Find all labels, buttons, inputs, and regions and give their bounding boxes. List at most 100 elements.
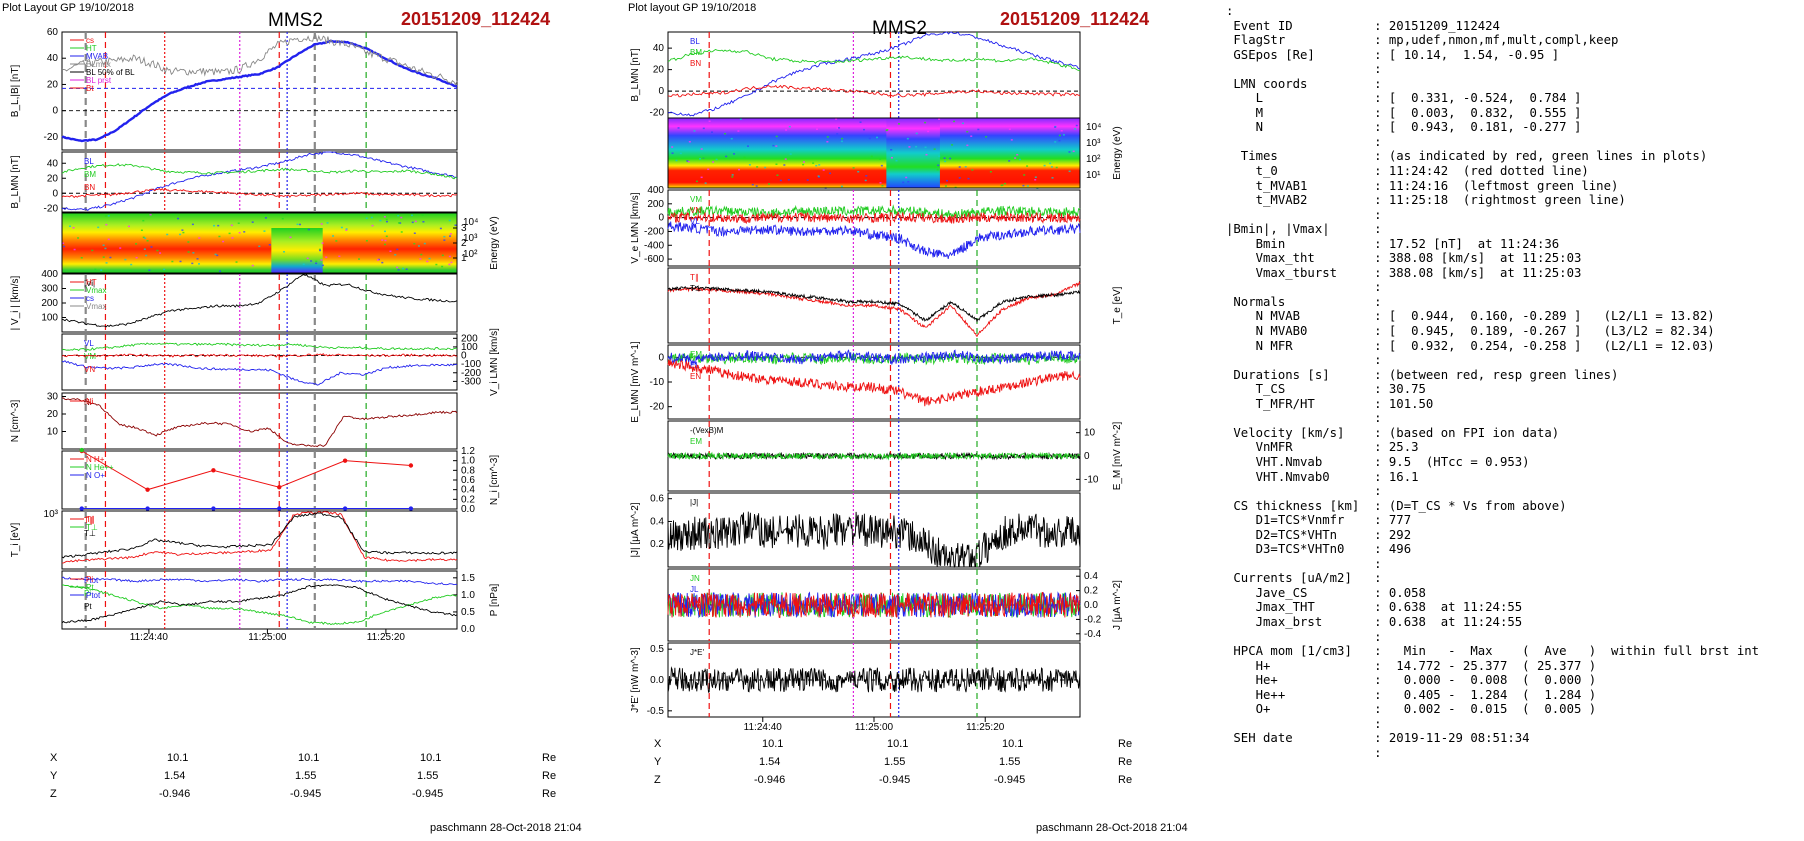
spectrogram-speckle [345, 229, 348, 231]
spectrogram-speckle [671, 146, 674, 148]
spectrogram-speckle [383, 230, 386, 233]
spectrogram-speckle [105, 223, 108, 226]
spectrogram-speckle [731, 174, 734, 176]
spectrogram-speckle [1001, 184, 1004, 186]
spectrogram-speckle [77, 237, 80, 239]
spectrogram-speckle [307, 228, 310, 231]
y-tick-label: 10³ [44, 509, 59, 520]
y-tick-label: -0.2 [1084, 614, 1102, 625]
spectrogram-speckle [737, 168, 740, 171]
info-row: : [1226, 717, 1796, 732]
info-key: GSEpos [Re] [1226, 47, 1375, 62]
series-line-VL [61, 360, 458, 386]
series-line-VM [667, 204, 1081, 219]
series-line-J*E' [667, 666, 1081, 693]
series-line-|Vi| [61, 274, 458, 328]
spectrogram-frame [667, 117, 1081, 189]
spectrogram-speckle [977, 128, 980, 131]
x-tick-label: 11:25:20 [966, 722, 1005, 733]
spectrogram-image [668, 118, 1080, 188]
info-row: : [1226, 484, 1796, 499]
spectrogram-speckle [216, 254, 219, 257]
info-colon: : [1374, 149, 1389, 164]
legend-entry: cs [86, 294, 94, 303]
spectrogram-gap-region [271, 228, 323, 273]
spectrogram-speckle [235, 261, 238, 263]
left-pos-row-z: Z -0.946 -0.945 -0.945 Re [50, 788, 560, 806]
info-row: Jmax_THT : 0.638 at 11:24:55 [1226, 600, 1796, 615]
spectrogram-speckle [775, 145, 778, 147]
info-colon: : [1374, 294, 1389, 309]
info-colon: : [1374, 76, 1389, 91]
info-row: Jave_CS : 0.058 [1226, 586, 1796, 601]
y-tick-label: -100 [461, 359, 481, 370]
spectrogram-speckle [812, 162, 815, 164]
y-tick-label: 0 [52, 188, 58, 199]
spectrogram-speckle [890, 149, 893, 151]
spectrogram-speckle [699, 158, 702, 160]
y-axis-label: P [nPa] [489, 583, 500, 616]
spectrogram-speckle [80, 257, 83, 259]
info-key [1226, 746, 1374, 760]
series-label: T∥ [690, 273, 699, 282]
info-colon: : [1374, 425, 1389, 440]
spectrogram-speckle [951, 144, 954, 146]
info-key: VnMFR [1226, 440, 1375, 455]
series-line-BN [61, 187, 458, 199]
pos-value: -0.946 [159, 788, 191, 800]
y-tick-label: 100 [41, 313, 58, 324]
info-row: t_MVAB1 : 11:24:16 (leftmost green line) [1226, 179, 1796, 194]
spectrogram-speckle [397, 222, 400, 224]
pos-value: -0.945 [994, 774, 1026, 786]
info-row: : [1226, 4, 1796, 19]
spectrogram-speckle [826, 136, 829, 138]
x-tick-label: 11:25:00 [855, 722, 894, 733]
info-key: Velocity [km/s] [1226, 425, 1375, 440]
spectrogram-speckle [421, 214, 424, 216]
info-colon: : [1374, 18, 1389, 33]
series-label: VL [690, 217, 700, 226]
info-key: Jave_CS [1226, 585, 1375, 600]
spectrogram-speckle [868, 137, 871, 140]
series-line-T⊥ [61, 512, 458, 559]
info-row: t_MVAB2 : 11:25:18 (rightmost green line… [1226, 193, 1796, 208]
info-row: N : [ 0.943, 0.181, -0.277 ] [1226, 120, 1796, 135]
series-label: BL [84, 157, 94, 166]
spectrogram-speckle [318, 248, 321, 251]
series-line-BL [667, 31, 1081, 117]
info-row: Bmin : 17.52 [nT] at 11:24:36 [1226, 237, 1796, 252]
info-key: T_MFR/HT [1226, 396, 1375, 411]
info-row: N MFR : [ 0.932, 0.254, -0.258 ] (L2/L1 … [1226, 339, 1796, 354]
y-tick-label: 0.0 [1084, 600, 1098, 611]
info-colon: : [1374, 745, 1389, 760]
spectrogram-speckle [231, 237, 234, 239]
info-row: D2=TCS*VHTn : 292 [1226, 528, 1796, 543]
series-label: Pt [84, 602, 92, 611]
spectrogram-speckle [177, 217, 180, 220]
spectrogram-speckle [171, 260, 174, 263]
spectrogram-speckle [283, 251, 286, 253]
info-value: 17.52 [nT] at 11:24:36 [1388, 236, 1560, 251]
info-key: D2=TCS*VHTn [1226, 527, 1375, 542]
spectrogram-speckle [332, 235, 335, 237]
spectrogram-speckle [320, 259, 323, 261]
spectrogram-speckle [907, 180, 910, 183]
spectrogram-speckle [1072, 150, 1075, 153]
left-pos-row-x: X 10.1 10.1 10.1 Re [50, 752, 560, 770]
left-event-label: 20151209_112424 [401, 9, 551, 29]
y-tick-label: -0.5 [647, 706, 665, 717]
spectrogram-speckle [365, 217, 368, 220]
spectrogram-speckle [677, 127, 680, 129]
spectrogram-speckle [1051, 177, 1054, 179]
info-value: 388.08 [km/s] at 11:25:03 [1388, 251, 1582, 266]
series-line-BM [61, 163, 458, 180]
spectrogram-speckle [146, 240, 149, 242]
spectrogram-speckle [149, 213, 152, 216]
info-row: : [1226, 630, 1796, 645]
info-value: mp,udef,nmon,mf,mult,compl,keep [1388, 33, 1619, 48]
spectrogram-speckle [985, 136, 988, 138]
legend-entry: BL prst [86, 76, 112, 85]
spectrogram-speckle [182, 231, 185, 234]
info-row: FlagStr : mp,udef,nmon,mf,mult,compl,kee… [1226, 33, 1796, 48]
